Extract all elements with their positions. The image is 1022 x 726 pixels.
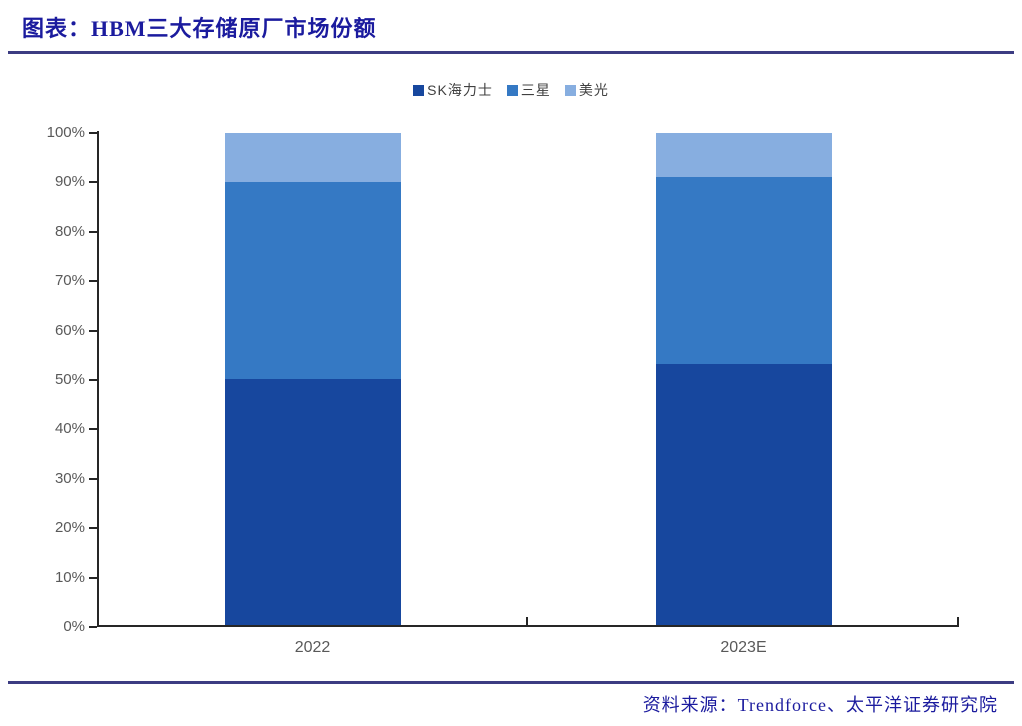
legend-label: 三星 xyxy=(520,82,551,98)
y-axis-tick-label: 10% xyxy=(54,568,85,586)
legend-swatch-icon xyxy=(413,84,425,96)
legend-item-2: 美光 xyxy=(564,80,609,100)
chart-title: 图表：HBM三大存储原厂市场份额 xyxy=(22,16,377,41)
y-axis-tick xyxy=(89,379,97,381)
legend-item-1: 三星 xyxy=(506,80,551,100)
y-axis-tick xyxy=(89,329,97,332)
y-axis-tick-label: 20% xyxy=(54,519,85,537)
y-axis-tick xyxy=(89,576,97,579)
y-axis-tick xyxy=(89,626,97,628)
x-axis-label-2022: 2022 xyxy=(294,639,331,656)
legend-swatch-icon xyxy=(506,84,518,96)
y-axis-tick-label: 50% xyxy=(54,371,85,388)
y-axis-tick-label: 60% xyxy=(54,321,85,339)
bar-segment-SK海力士 xyxy=(224,379,401,625)
plot-area: 0% 10% 20% 30% 40% 50% 60% 70% 80% 90% 100% 2022 202… xyxy=(47,125,959,656)
y-axis-tick-label: 80% xyxy=(54,222,85,240)
source-attribution: 资料来源：Trendforce、太平洋证券研究院 xyxy=(642,695,998,715)
x-axis-line xyxy=(97,625,959,627)
y-axis-tick xyxy=(89,181,97,184)
y-axis-tick xyxy=(89,527,97,530)
bar-segment-美光 xyxy=(655,133,832,178)
legend-label: SK海力士 xyxy=(427,82,493,98)
y-axis-tick xyxy=(89,230,97,233)
y-axis-tick xyxy=(89,280,97,283)
y-axis-tick-label: 30% xyxy=(54,469,85,487)
bar-segment-三星 xyxy=(224,182,401,379)
x-axis-label-2023E: 2023E xyxy=(720,639,767,656)
y-axis-tick-label: 40% xyxy=(54,420,85,438)
legend-swatch-icon xyxy=(564,84,576,96)
legend-label: 美光 xyxy=(578,82,609,98)
chart-legend: SK海力士 三星 美光 xyxy=(0,80,1022,100)
y-axis-tick xyxy=(89,132,97,134)
top-divider xyxy=(8,51,1014,54)
y-axis-tick-label: 90% xyxy=(54,173,85,191)
y-axis-line xyxy=(97,131,99,627)
x-axis-tick xyxy=(957,617,959,627)
y-axis-tick-label: 0% xyxy=(63,618,85,635)
bottom-divider xyxy=(8,681,1014,684)
x-axis-tick xyxy=(526,617,528,627)
y-axis-tick xyxy=(89,428,97,431)
bar-segment-美光 xyxy=(224,133,401,183)
legend-item-0: SK海力士 xyxy=(413,80,493,100)
bar-segment-SK海力士 xyxy=(655,364,832,625)
y-axis-tick-label: 100% xyxy=(46,124,85,141)
stacked-bar-2022 xyxy=(224,133,401,625)
bar-segment-三星 xyxy=(655,177,832,365)
stacked-bar-2023E xyxy=(655,133,832,625)
y-axis-tick-label: 70% xyxy=(54,272,85,290)
y-axis-tick xyxy=(89,477,97,480)
